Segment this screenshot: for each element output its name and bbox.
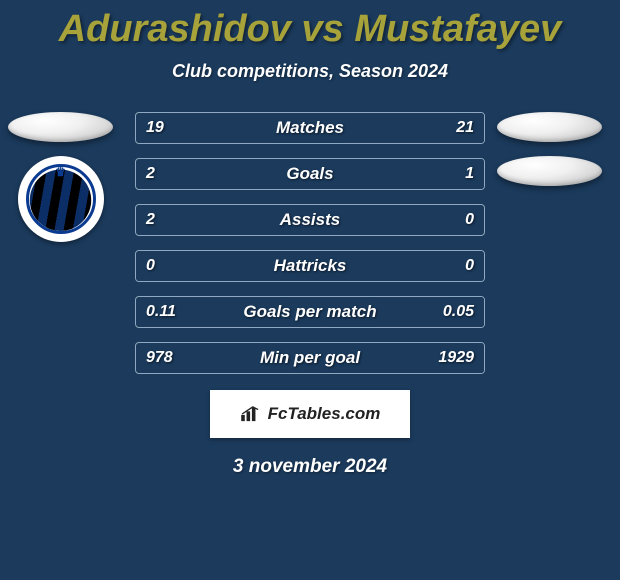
stat-row: 00Hattricks [135,250,485,282]
comparison-content: ♛ 1921Matches 21Goals 20Assists 00Hattricks… [0,112,620,478]
player-right-avatar [497,112,602,142]
club-badge-left: ♛ [18,156,104,242]
brand-logo: FcTables.com [210,390,410,438]
left-avatars: ♛ [8,112,113,242]
right-avatars [497,112,602,186]
stat-row: 20Assists [135,204,485,236]
player-left-avatar [8,112,113,142]
page-subtitle: Club competitions, Season 2024 [0,61,620,82]
stat-row: 9781929Min per goal [135,342,485,374]
stat-bars: 1921Matches 21Goals 20Assists 00Hattricks 0.… [135,112,485,374]
brand-icon [240,406,262,422]
stat-row: 1921Matches [135,112,485,144]
club-right-avatar [497,156,602,186]
brand-text: FcTables.com [268,404,381,424]
footer-date: 3 november 2024 [0,456,620,478]
stat-row: 21Goals [135,158,485,190]
page-title: Adurashidov vs Mustafayev [0,0,620,51]
stat-row: 0.110.05Goals per match [135,296,485,328]
